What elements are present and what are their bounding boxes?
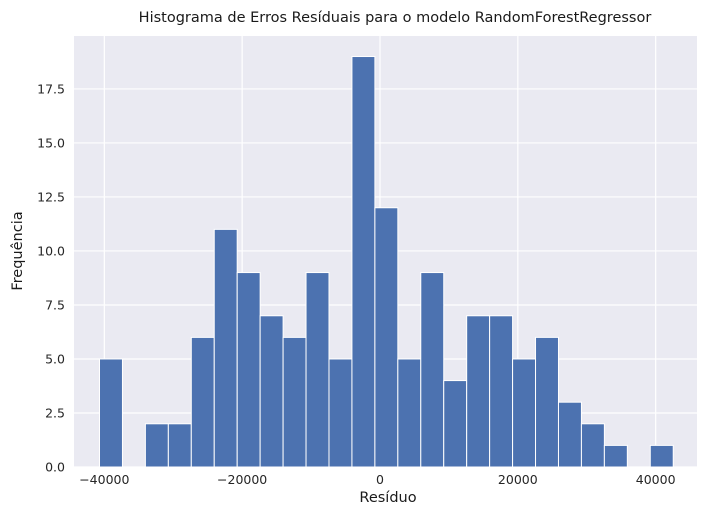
- y-tick-label: 12.5: [37, 189, 65, 204]
- histogram-bar: [328, 358, 353, 468]
- histogram-bar: [512, 358, 537, 468]
- chart-title: Histograma de Erros Resíduais para o mod…: [139, 10, 652, 26]
- x-tick-label: 40000: [636, 472, 676, 487]
- histogram-bar: [603, 444, 628, 468]
- histogram-bar: [305, 272, 330, 468]
- histogram-bar: [374, 207, 399, 468]
- histogram-bars: [98, 56, 674, 468]
- histogram-bar: [144, 423, 169, 468]
- y-tick-label: 7.5: [45, 297, 65, 312]
- y-axis-label: Frequência: [10, 211, 26, 290]
- histogram-bar: [236, 272, 261, 468]
- x-axis-label: Resíduo: [359, 490, 416, 506]
- y-tick-label: 5.0: [45, 351, 65, 366]
- y-axis-ticks: 0.0 2.5 5.0 7.5 10.0 12.5 15.0 17.5: [37, 81, 65, 474]
- x-tick-label: −20000: [217, 472, 267, 487]
- x-axis-ticks: −40000 −20000 0 20000 40000: [79, 472, 675, 487]
- histogram-bar: [167, 423, 192, 468]
- histogram-bar: [649, 444, 674, 468]
- histogram-bar: [420, 272, 445, 468]
- x-tick-label: 20000: [498, 472, 538, 487]
- y-tick-label: 15.0: [37, 135, 65, 150]
- histogram-bar: [351, 56, 376, 468]
- histogram-bar: [213, 228, 238, 468]
- histogram-bar: [259, 315, 284, 468]
- histogram-bar: [557, 401, 582, 468]
- x-tick-label: 0: [376, 472, 384, 487]
- histogram-bar: [535, 336, 559, 468]
- histogram-bar: [98, 358, 123, 468]
- histogram-bar: [580, 423, 605, 468]
- y-tick-label: 10.0: [37, 243, 65, 258]
- y-tick-label: 17.5: [37, 81, 65, 96]
- y-tick-label: 2.5: [45, 405, 65, 420]
- y-tick-label: 0.0: [45, 460, 65, 475]
- x-tick-label: −40000: [79, 472, 129, 487]
- histogram-bar: [397, 358, 422, 468]
- histogram-bar: [466, 315, 491, 468]
- histogram-bar: [489, 315, 514, 468]
- histogram-bar: [282, 336, 307, 468]
- histogram-bar: [443, 380, 468, 468]
- histogram-bar: [190, 336, 215, 468]
